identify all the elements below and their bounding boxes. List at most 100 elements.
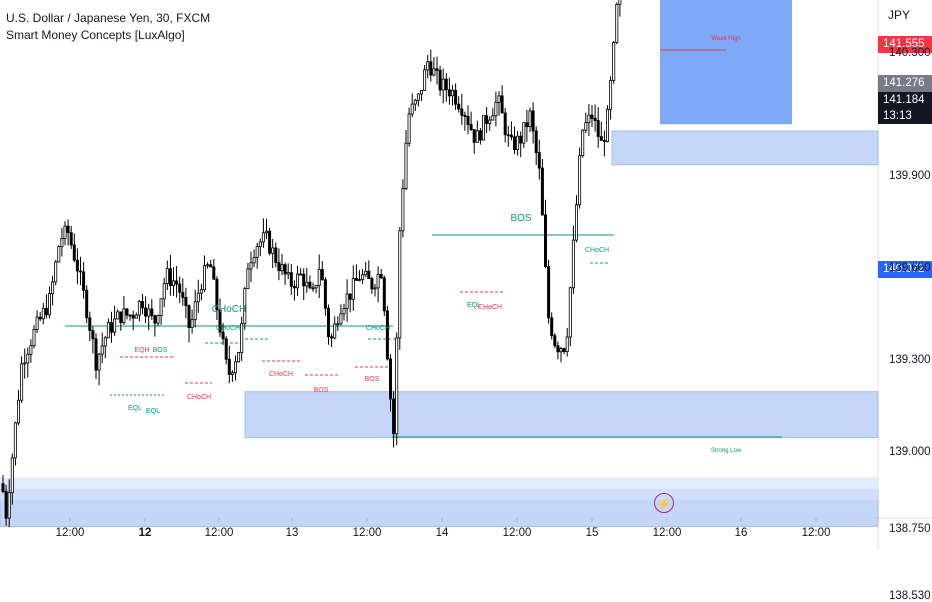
candle-body bbox=[330, 336, 334, 339]
candle-body bbox=[1, 483, 5, 492]
candle-body bbox=[357, 279, 361, 281]
price-axis-label: 140.300 bbox=[889, 47, 931, 60]
candle-body bbox=[379, 273, 383, 279]
choch-label-small: CHoCH bbox=[365, 325, 391, 332]
candle-body bbox=[609, 80, 613, 110]
time-axis-label: 12:00 bbox=[502, 527, 532, 539]
candle-body bbox=[553, 335, 557, 347]
candle-body bbox=[137, 300, 141, 316]
candle-body bbox=[423, 69, 427, 91]
candle-body bbox=[295, 273, 299, 289]
candle-body bbox=[531, 110, 535, 132]
candle-body bbox=[519, 135, 523, 144]
price-axis-label: 138.750 bbox=[889, 522, 931, 535]
candle-body bbox=[516, 135, 520, 150]
candle-body bbox=[184, 297, 188, 307]
candle-body bbox=[280, 264, 284, 272]
candle-body bbox=[320, 268, 324, 281]
candle-body bbox=[153, 315, 157, 324]
candle-body bbox=[94, 338, 98, 371]
bos-label-red: BOS bbox=[313, 387, 329, 394]
time-axis-label: 12:00 bbox=[204, 527, 234, 539]
candle-body bbox=[72, 244, 76, 261]
candle-body bbox=[351, 277, 355, 300]
candle-body bbox=[540, 167, 544, 216]
lightning-icon[interactable]: ⚡ bbox=[654, 493, 674, 513]
candle-body bbox=[326, 307, 330, 338]
candle-body bbox=[243, 288, 247, 325]
candle-body bbox=[233, 361, 237, 374]
candle-body bbox=[147, 308, 151, 317]
candle-body bbox=[38, 316, 42, 320]
candle-body bbox=[544, 214, 548, 267]
candle-body bbox=[63, 225, 67, 239]
candle-body bbox=[385, 310, 389, 360]
candle-body bbox=[578, 155, 582, 206]
candle-body bbox=[156, 315, 160, 324]
candle-body bbox=[26, 353, 30, 364]
candle-body bbox=[171, 280, 175, 286]
candle-body bbox=[48, 293, 52, 316]
candle-body bbox=[361, 274, 365, 280]
candle-body bbox=[506, 134, 510, 137]
candle-body bbox=[497, 95, 501, 103]
candle-body bbox=[13, 422, 17, 459]
candle-body bbox=[246, 268, 250, 290]
candle-body bbox=[258, 241, 262, 247]
candle-body bbox=[565, 336, 569, 353]
time-axis-label: 13 bbox=[285, 527, 299, 539]
eql-label: EQL bbox=[466, 302, 482, 309]
candle-body bbox=[54, 261, 58, 283]
candle-body bbox=[268, 230, 272, 254]
strong-low-label: Strong Low bbox=[710, 448, 742, 454]
price-axis-label: 139.600 bbox=[889, 261, 931, 274]
candle-body bbox=[193, 301, 197, 321]
candle-body bbox=[323, 279, 327, 309]
candle-body bbox=[491, 115, 495, 121]
candle-body bbox=[218, 309, 222, 333]
candle-body bbox=[103, 337, 107, 347]
choch-label-small: CHoCH bbox=[584, 247, 610, 254]
candle-body bbox=[364, 270, 368, 276]
demand-zone bbox=[244, 391, 879, 439]
candle-body bbox=[221, 331, 225, 340]
candle-body bbox=[401, 188, 405, 232]
chart-canvas[interactable] bbox=[0, 0, 932, 550]
candle-body bbox=[230, 372, 234, 375]
candle-body bbox=[16, 399, 20, 424]
candle-body bbox=[20, 363, 24, 401]
candle-body bbox=[416, 93, 420, 101]
time-axis-label: 12:00 bbox=[352, 527, 382, 539]
candle-body bbox=[271, 247, 275, 254]
candle-body bbox=[227, 358, 231, 375]
candle-body bbox=[317, 268, 321, 286]
candle-body bbox=[534, 130, 538, 153]
chart-legend: U.S. Dollar / Japanese Yen, 30, FXCM Sma… bbox=[6, 10, 210, 44]
eqh-label: EQH bbox=[134, 347, 150, 354]
candle-body bbox=[175, 280, 179, 285]
candle-body bbox=[395, 337, 399, 435]
indicator-title[interactable]: Smart Money Concepts [LuxAlgo] bbox=[6, 28, 185, 42]
candle-body bbox=[435, 68, 439, 71]
candle-body bbox=[556, 345, 560, 353]
candle-body bbox=[559, 348, 563, 353]
candle-body bbox=[419, 89, 423, 95]
candle-body bbox=[134, 314, 138, 319]
choch-label-main: CHoCH bbox=[211, 304, 247, 315]
candle-body bbox=[264, 230, 268, 234]
candle-body bbox=[240, 323, 244, 353]
candle-body bbox=[274, 247, 278, 263]
candle-body bbox=[336, 323, 340, 326]
candle-body bbox=[481, 115, 485, 141]
candle-body bbox=[190, 319, 194, 328]
candle-body bbox=[308, 281, 312, 289]
symbol-title[interactable]: U.S. Dollar / Japanese Yen, 30, FXCM bbox=[6, 11, 211, 25]
candle-body bbox=[286, 272, 290, 275]
candle-body bbox=[354, 277, 358, 281]
candle-body bbox=[187, 305, 191, 328]
candle-body bbox=[206, 264, 210, 267]
currency-label[interactable]: JPY bbox=[888, 8, 911, 22]
candle-body bbox=[131, 314, 135, 319]
candle-body bbox=[426, 61, 430, 71]
candle-body bbox=[606, 108, 610, 142]
